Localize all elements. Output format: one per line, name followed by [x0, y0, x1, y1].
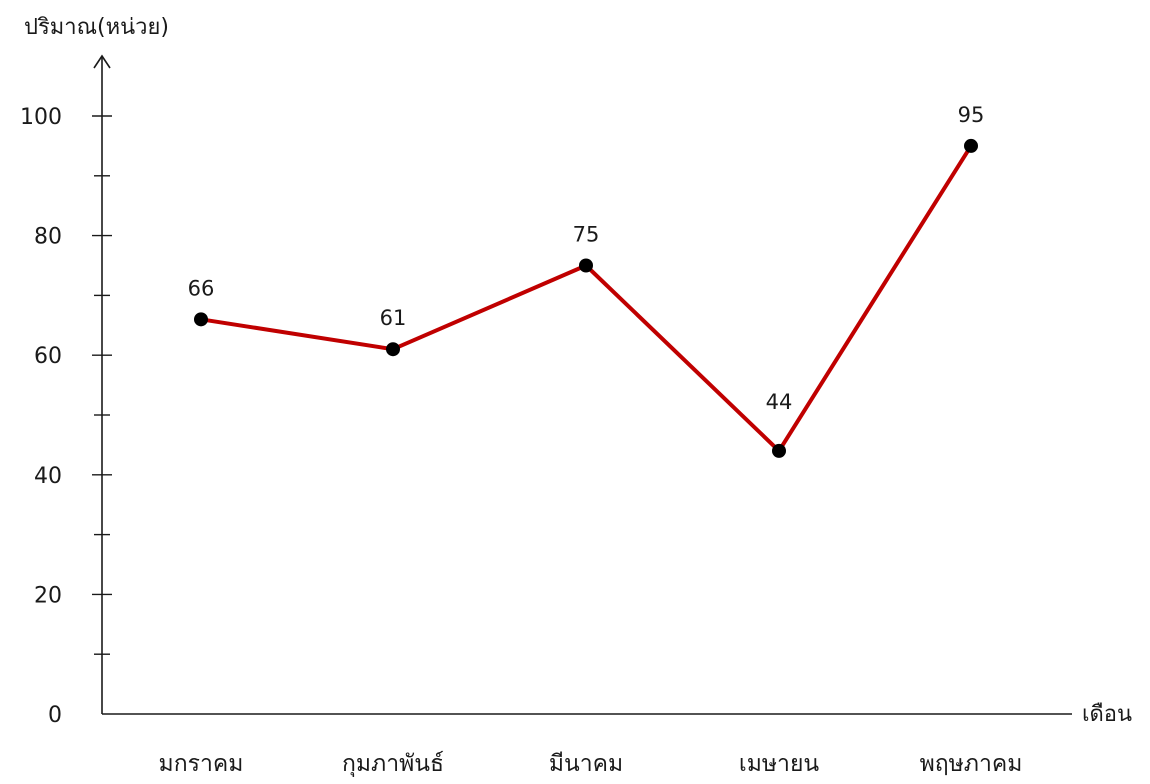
series-line: [199, 143, 973, 453]
data-point: [964, 138, 978, 153]
y-tick-label: 80: [34, 225, 62, 250]
y-axis-title: ปริมาณ(หน่วย): [24, 15, 169, 40]
x-category-label: มกราคม: [159, 751, 244, 777]
y-tick-label: 20: [34, 583, 62, 608]
data-label: 95: [958, 103, 985, 127]
data-label: 75: [573, 223, 600, 247]
data-label: 61: [380, 306, 407, 330]
x-category-label: พฤษภาคม: [920, 751, 1023, 777]
y-tick-label: 60: [34, 344, 62, 369]
data-point: [386, 342, 400, 357]
data-point: [194, 312, 208, 327]
y-axis-arrow: [93, 54, 111, 69]
data-point: [772, 443, 786, 458]
y-tick-label: 40: [34, 464, 62, 489]
x-category-label: กุมภาพันธ์: [342, 750, 444, 777]
x-axis-title: เดือน: [1082, 702, 1132, 727]
data-label: 44: [766, 390, 793, 414]
x-category-label: มีนาคม: [549, 751, 623, 777]
x-category-label: เมษายน: [739, 751, 820, 777]
data-point: [579, 258, 593, 273]
y-tick-label: 100: [20, 105, 62, 130]
data-label: 66: [188, 276, 215, 300]
y-tick-label: 0: [48, 703, 62, 728]
